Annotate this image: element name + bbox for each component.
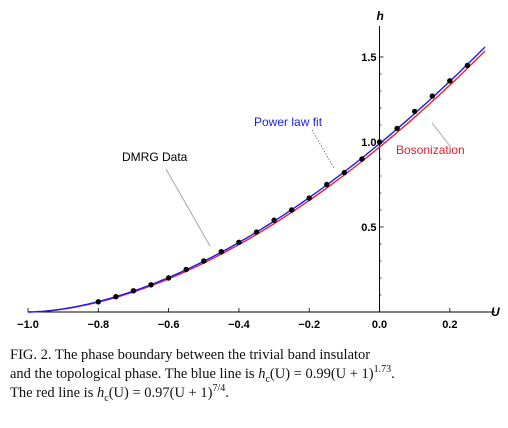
caption-math-expr: (U) = 0.97(U + 1) xyxy=(108,385,213,401)
dmrg-data-point xyxy=(271,217,277,223)
x-tick-label: −0.8 xyxy=(87,319,109,330)
x-tick-label: −0.6 xyxy=(158,319,180,330)
dmrg-data-point xyxy=(447,78,453,84)
x-tick-label: 0.2 xyxy=(442,319,457,330)
power-law-fit-curve xyxy=(27,46,486,313)
curve-group xyxy=(27,46,486,313)
y-axis-label: h xyxy=(377,9,384,23)
caption-line-2: and the topological phase. The blue line… xyxy=(10,364,502,385)
phase-boundary-chart: U h −1.0 −0.8 −0.6 −0.4 −0.2 0.0 0.20.51.01.5 … xyxy=(17,9,500,330)
dmrg-data-point xyxy=(236,239,242,245)
dmrg-data-point xyxy=(376,139,383,145)
y-tick-label: 1.5 xyxy=(361,52,376,64)
dmrg-data-point xyxy=(429,93,435,99)
caption-line-2-text: and the topological phase. The blue line… xyxy=(10,366,259,382)
tick-group: −1.0 −0.8 −0.6 −0.4 −0.2 0.0 0.2 0.5 1.0 1.5 xyxy=(17,52,457,330)
dmrg-data-point xyxy=(464,62,471,69)
caption-math-h: h xyxy=(96,385,105,401)
dmrg-data-point xyxy=(130,288,137,294)
dmrg-data-point xyxy=(324,181,330,188)
caption-period: . xyxy=(225,385,229,401)
x-axis-label: U xyxy=(491,305,500,319)
caption-period: . xyxy=(391,366,395,382)
bosonization-curve xyxy=(27,50,486,313)
dmrg-data-annotation: DMRG Data xyxy=(122,150,188,164)
dmrg-data-point xyxy=(359,156,365,162)
caption-math-sub: c xyxy=(265,373,270,385)
caption-line-1: FIG. 2. The phase boundary between the t… xyxy=(10,347,371,363)
dmrg-data-point xyxy=(341,169,348,176)
figure-caption: FIG. 2. The phase boundary between the t… xyxy=(10,346,502,403)
caption-math-sub: c xyxy=(104,392,109,404)
power-law-fit-annotation: Power law fit xyxy=(254,115,323,129)
caption-math-expr: (U) = 0.99(U + 1) xyxy=(269,366,374,382)
dmrg-points-group xyxy=(95,62,471,305)
y-tick-label: 1.0 xyxy=(361,137,376,149)
dmrg-data-point xyxy=(412,108,418,115)
x-tick-label: −0.2 xyxy=(298,319,320,330)
dmrg-data-point xyxy=(218,249,224,255)
caption-line-3: The red line is hc(U) = 0.97(U + 1)7/4. xyxy=(10,383,502,404)
x-tick-label: −1.0 xyxy=(17,319,39,330)
dmrg-data-point xyxy=(95,299,102,305)
annotation-group: DMRG Data Power law fit Bosonization xyxy=(122,115,465,247)
dmrg-data-point xyxy=(306,195,312,201)
dmrg-data-point xyxy=(165,275,172,281)
caption-line-3-text: The red line is xyxy=(10,385,97,401)
x-tick-label: 0.0 xyxy=(372,319,387,330)
dmrg-data-point xyxy=(183,266,189,273)
dmrg-data-point xyxy=(201,258,207,264)
caption-math-exponent: 7/4 xyxy=(212,383,226,395)
dmrg-leader-line xyxy=(165,168,211,247)
bosonization-annotation: Bosonization xyxy=(396,143,465,157)
axes: U h xyxy=(28,9,500,319)
dmrg-data-point xyxy=(148,282,154,288)
x-tick-label: −0.4 xyxy=(228,319,251,330)
dmrg-data-point xyxy=(289,207,295,213)
power-law-leader-line xyxy=(311,129,335,169)
dmrg-data-point xyxy=(113,294,119,300)
caption-math-exponent: 1.73 xyxy=(373,364,392,376)
dmrg-data-point xyxy=(253,229,260,235)
dmrg-data-point xyxy=(394,125,400,132)
y-tick-label: 0.5 xyxy=(361,222,376,234)
caption-math-h: h xyxy=(258,366,266,382)
bosonization-leader-line xyxy=(431,122,451,147)
